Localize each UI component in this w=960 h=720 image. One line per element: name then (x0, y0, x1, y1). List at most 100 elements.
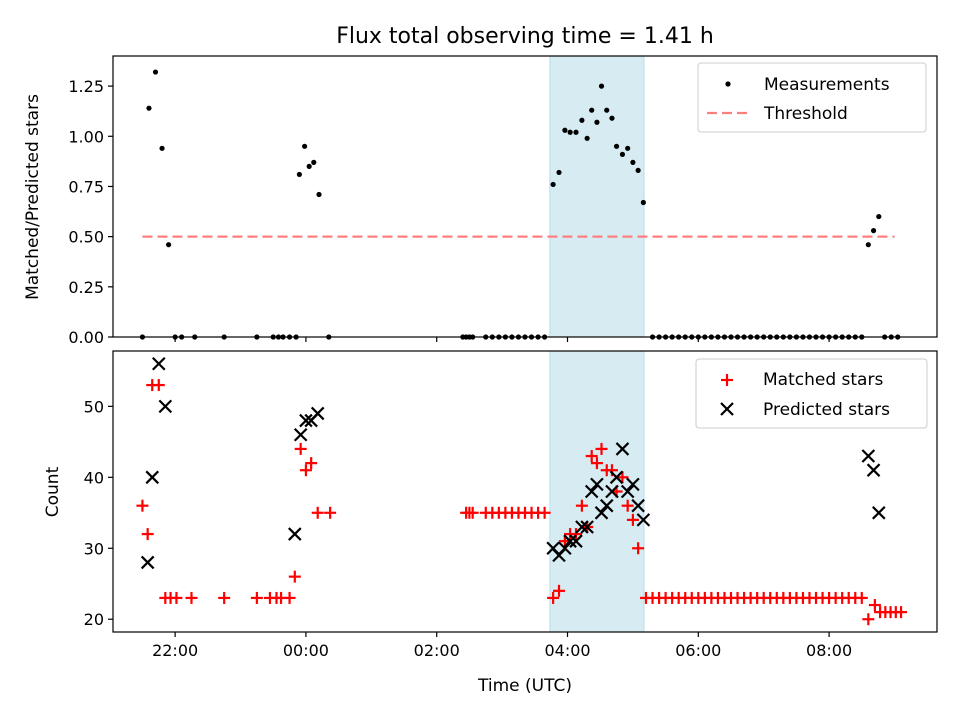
top-y-axis-label: Matched/Predicted stars (23, 94, 43, 300)
predicted-star-point (293, 427, 308, 442)
measurement-point (870, 228, 877, 234)
measurement-point (635, 167, 641, 174)
predicted-star-point (310, 406, 325, 421)
matched-star-point (305, 457, 318, 470)
predicted-star-point (140, 555, 155, 570)
matched-star-point (141, 528, 154, 541)
predicted-star-point (609, 470, 624, 485)
legend-matched-label: Matched stars (763, 370, 883, 390)
bottom-plot-frame (112, 350, 938, 633)
legend-measurements-marker (725, 81, 731, 87)
matched-star-point (595, 442, 608, 455)
bottom-y-axis: 20 30 40 50 (84, 397, 113, 629)
matched-star-point (311, 506, 324, 519)
top-legend: Measurements Threshold (697, 62, 927, 133)
bottom-legend: Matched stars Predicted stars (695, 358, 928, 429)
x-tick-label: 08:00 (806, 641, 852, 660)
measurement-point (152, 69, 159, 75)
predicted-star-point (575, 520, 589, 534)
chart-title: Flux total observing time = 1.41 h (336, 24, 714, 49)
top-y-tick-label: 0.50 (68, 228, 104, 247)
matched-star-point (868, 599, 881, 612)
measurement-point (598, 83, 605, 89)
matched-star-point (553, 584, 566, 597)
legend-matched-marker (721, 374, 733, 386)
bottom-y-tick-label: 20 (84, 610, 104, 629)
matched-star-point (185, 591, 198, 604)
matched-star-point (294, 442, 307, 455)
measurement-point (589, 107, 595, 113)
matched-star-point (466, 506, 479, 519)
matched-star-point (170, 591, 183, 604)
measurement-point (609, 115, 615, 121)
predicted-star-point (590, 477, 604, 492)
measurement-point (573, 129, 579, 135)
predicted-star-point (631, 498, 645, 513)
measurement-point (165, 242, 172, 248)
measurement-point (604, 107, 610, 113)
legend-predicted-label: Predicted stars (763, 400, 890, 420)
predicted-star-point (158, 399, 173, 414)
predicted-stars-series (140, 356, 886, 570)
measurement-point (579, 117, 585, 123)
predicted-star-point (580, 520, 594, 534)
predicted-star-point (594, 506, 609, 520)
measurement-point (630, 159, 636, 165)
matched-star-point (570, 528, 583, 541)
matched-star-point (575, 499, 588, 512)
measurement-point (567, 129, 573, 135)
bottom-y-tick-label: 30 (84, 539, 104, 558)
measurement-point (316, 191, 322, 198)
matched-star-point (616, 471, 629, 484)
measurement-point (594, 119, 600, 125)
measurement-point (613, 143, 620, 149)
matched-star-point (288, 570, 301, 583)
matched-star-point (283, 591, 296, 604)
matched-star-point (585, 450, 598, 463)
matched-star-point (218, 591, 231, 604)
predicted-star-point (299, 413, 313, 428)
measurement-point (302, 143, 308, 149)
predicted-star-point (866, 463, 881, 477)
top-y-tick-label: 0.25 (68, 278, 104, 297)
predicted-star-point (626, 477, 640, 492)
predicted-star-point (558, 541, 572, 556)
legend-predicted-marker (720, 402, 734, 416)
predicted-star-point (861, 449, 876, 463)
matched-star-point (152, 379, 165, 392)
measurement-point (584, 135, 590, 141)
predicted-star-point (563, 534, 577, 548)
predicted-star-point (605, 484, 619, 499)
x-tick-label: 06:00 (675, 641, 721, 660)
legend-threshold-label: Threshold (763, 104, 848, 124)
top-y-tick-label: 1.00 (68, 127, 104, 146)
legend-measurements-label: Measurements (764, 75, 890, 95)
matched-star-point (250, 591, 263, 604)
matched-star-point (538, 506, 551, 519)
predicted-star-point (636, 513, 651, 527)
matched-star-point (590, 457, 603, 470)
measurement-point (550, 181, 556, 188)
bottom-x-axis: 22:00 00:00 02:00 04:00 06:00 08:00 (152, 632, 852, 660)
bottom-y-tick-label: 50 (84, 397, 104, 416)
top-plot-frame (112, 55, 938, 338)
measurement-point (640, 199, 646, 206)
matched-stars-series (136, 379, 908, 626)
measurement-point (556, 169, 562, 176)
top-panel: 0.00 0.25 0.50 0.75 1.00 1.25 Matched/Predict… (23, 55, 938, 347)
top-legend-box (697, 62, 927, 133)
top-y-tick-label: 1.25 (68, 77, 104, 96)
top-y-tick-label: 0.75 (68, 177, 104, 196)
matched-star-point (862, 613, 875, 626)
predicted-star-point (615, 442, 630, 456)
predicted-star-point (151, 356, 166, 371)
predicted-star-point (288, 527, 302, 541)
measurement-point (876, 213, 882, 220)
matched-star-point (626, 513, 639, 526)
predicted-star-point (872, 506, 886, 520)
matched-star-point (299, 464, 312, 477)
bottom-y-axis-label: Count (43, 466, 63, 517)
measurement-point (865, 242, 871, 248)
